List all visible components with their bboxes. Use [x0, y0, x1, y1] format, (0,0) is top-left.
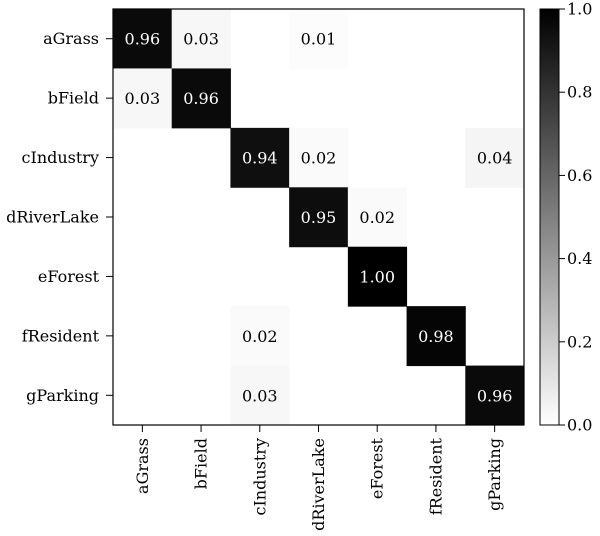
y-tick-label: fResident	[22, 326, 100, 345]
heatmap-cell	[406, 306, 466, 367]
cell-value-label: 0.03	[125, 89, 161, 108]
cell-value-label: 0.01	[301, 30, 337, 49]
heatmap-cell	[230, 127, 290, 188]
cell-value-label: 0.02	[301, 149, 337, 168]
x-tick-label: bField	[192, 438, 211, 489]
heatmap-cell	[289, 9, 349, 69]
cell-value-label: 0.98	[418, 327, 454, 346]
y-tick-label: gParking	[26, 386, 99, 405]
heatmap-cell	[171, 68, 231, 129]
cell-value-label: 0.04	[477, 149, 513, 168]
heatmap-cell	[289, 187, 349, 248]
heatmap-cell	[113, 9, 173, 69]
cell-value-label: 0.02	[242, 327, 278, 346]
y-tick-label: aGrass	[43, 29, 99, 48]
cell-value-label: 0.03	[242, 386, 278, 405]
y-tick-label: cIndustry	[22, 148, 99, 167]
y-tick-label: bField	[48, 89, 99, 108]
colorbar-tick-label: 0.0	[567, 416, 592, 435]
y-tick-label: dRiverLake	[6, 208, 99, 227]
x-tick-label: aGrass	[133, 438, 152, 494]
x-tick-label: gParking	[485, 438, 504, 511]
cell-value-label: 0.02	[359, 208, 395, 227]
heatmap-cell	[347, 246, 408, 307]
heatmap-cell	[465, 365, 525, 426]
colorbar-tick-label: 1.0	[567, 0, 592, 19]
y-tick-label: eForest	[38, 267, 100, 286]
colorbar-tick-label: 0.8	[567, 83, 592, 102]
x-tick-label: eForest	[368, 437, 387, 499]
heatmap-cell	[347, 187, 408, 248]
heatmap-cell	[230, 306, 290, 367]
cell-value-label: 1.00	[359, 267, 395, 286]
cell-value-label: 0.96	[183, 89, 219, 108]
colorbar	[539, 8, 560, 426]
heatmap-cell	[171, 9, 231, 69]
colorbar-tick-label: 0.4	[567, 249, 592, 268]
cell-value-label: 0.96	[125, 30, 161, 49]
x-tick-label: cIndustry	[250, 438, 269, 515]
cell-value-label: 0.95	[301, 208, 337, 227]
cell-value-label: 0.94	[242, 149, 278, 168]
cell-value-label: 0.96	[477, 386, 513, 405]
colorbar-tick-label: 0.6	[567, 166, 592, 185]
heatmap-cell	[289, 127, 349, 188]
heatmap-cell	[113, 68, 173, 129]
heatmap-cell	[465, 127, 525, 188]
cell-value-label: 0.03	[183, 30, 219, 49]
heatmap-cell	[230, 365, 290, 426]
x-tick-label: dRiverLake	[309, 438, 328, 531]
x-tick-label: fResident	[426, 437, 445, 515]
colorbar-tick-label: 0.2	[567, 332, 592, 351]
